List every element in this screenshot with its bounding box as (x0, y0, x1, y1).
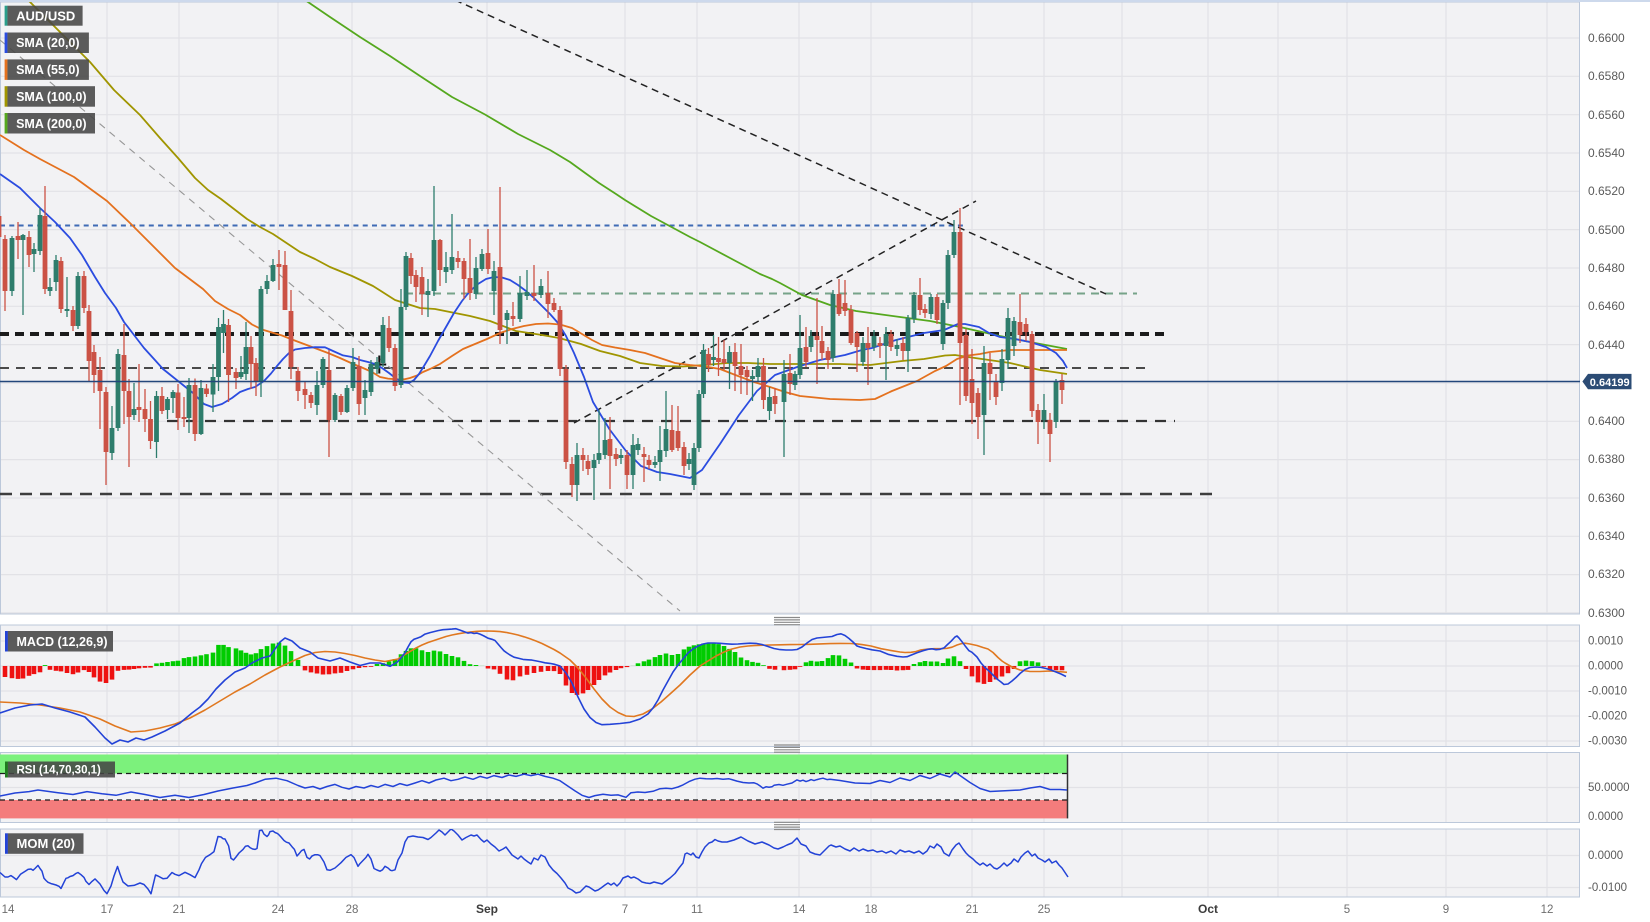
svg-text:0.6300: 0.6300 (1588, 606, 1625, 620)
svg-text:24: 24 (272, 904, 285, 916)
svg-text:0.6460: 0.6460 (1588, 299, 1625, 313)
svg-text:0.64199: 0.64199 (1590, 377, 1630, 389)
svg-text:0.6600: 0.6600 (1588, 31, 1625, 45)
svg-text:0.6400: 0.6400 (1588, 414, 1625, 428)
svg-text:-0.0030: -0.0030 (1588, 736, 1627, 748)
svg-text:0.0000: 0.0000 (1588, 850, 1623, 862)
svg-text:MACD (12,26,9): MACD (12,26,9) (17, 635, 108, 649)
svg-text:SMA (20,0): SMA (20,0) (16, 36, 79, 50)
svg-text:0.6440: 0.6440 (1588, 338, 1625, 352)
svg-text:12: 12 (1541, 904, 1554, 916)
svg-text:28: 28 (346, 904, 359, 916)
svg-text:0.0010: 0.0010 (1588, 636, 1623, 648)
svg-text:17: 17 (101, 904, 114, 916)
svg-text:MOM (20): MOM (20) (17, 836, 76, 851)
svg-text:21: 21 (173, 904, 186, 916)
svg-text:-0.0010: -0.0010 (1588, 686, 1627, 698)
svg-text:0.6480: 0.6480 (1588, 261, 1625, 275)
svg-text:SMA (100,0): SMA (100,0) (16, 90, 86, 104)
svg-text:0.6320: 0.6320 (1588, 567, 1625, 581)
svg-text:0.6500: 0.6500 (1588, 223, 1625, 237)
svg-text:0.6520: 0.6520 (1588, 184, 1625, 198)
svg-text:Sep: Sep (476, 902, 498, 916)
svg-text:50.0000: 50.0000 (1588, 782, 1630, 794)
svg-text:9: 9 (1443, 904, 1449, 916)
svg-text:7: 7 (622, 904, 628, 916)
svg-text:0.0000: 0.0000 (1588, 661, 1623, 673)
svg-text:SMA (200,0): SMA (200,0) (16, 117, 86, 131)
svg-text:SMA (55,0): SMA (55,0) (16, 63, 79, 77)
svg-text:11: 11 (691, 904, 703, 916)
svg-text:14: 14 (793, 904, 806, 916)
svg-text:5: 5 (1344, 904, 1350, 916)
svg-text:AUD/USD: AUD/USD (16, 8, 75, 23)
svg-text:0.6560: 0.6560 (1588, 108, 1625, 122)
svg-text:0.6580: 0.6580 (1588, 69, 1625, 83)
svg-text:21: 21 (966, 904, 979, 916)
svg-text:Oct: Oct (1198, 902, 1218, 916)
svg-text:14: 14 (2, 904, 15, 916)
svg-text:-0.0100: -0.0100 (1588, 882, 1627, 894)
svg-text:0.6340: 0.6340 (1588, 529, 1625, 543)
svg-text:RSI (14,70,30,1): RSI (14,70,30,1) (17, 765, 102, 777)
svg-text:25: 25 (1038, 904, 1051, 916)
svg-text:-0.0020: -0.0020 (1588, 711, 1627, 723)
svg-text:0.6540: 0.6540 (1588, 146, 1625, 160)
svg-text:0.6380: 0.6380 (1588, 452, 1625, 466)
svg-text:18: 18 (865, 904, 878, 916)
svg-text:0.0000: 0.0000 (1588, 811, 1623, 823)
svg-text:0.6360: 0.6360 (1588, 491, 1625, 505)
